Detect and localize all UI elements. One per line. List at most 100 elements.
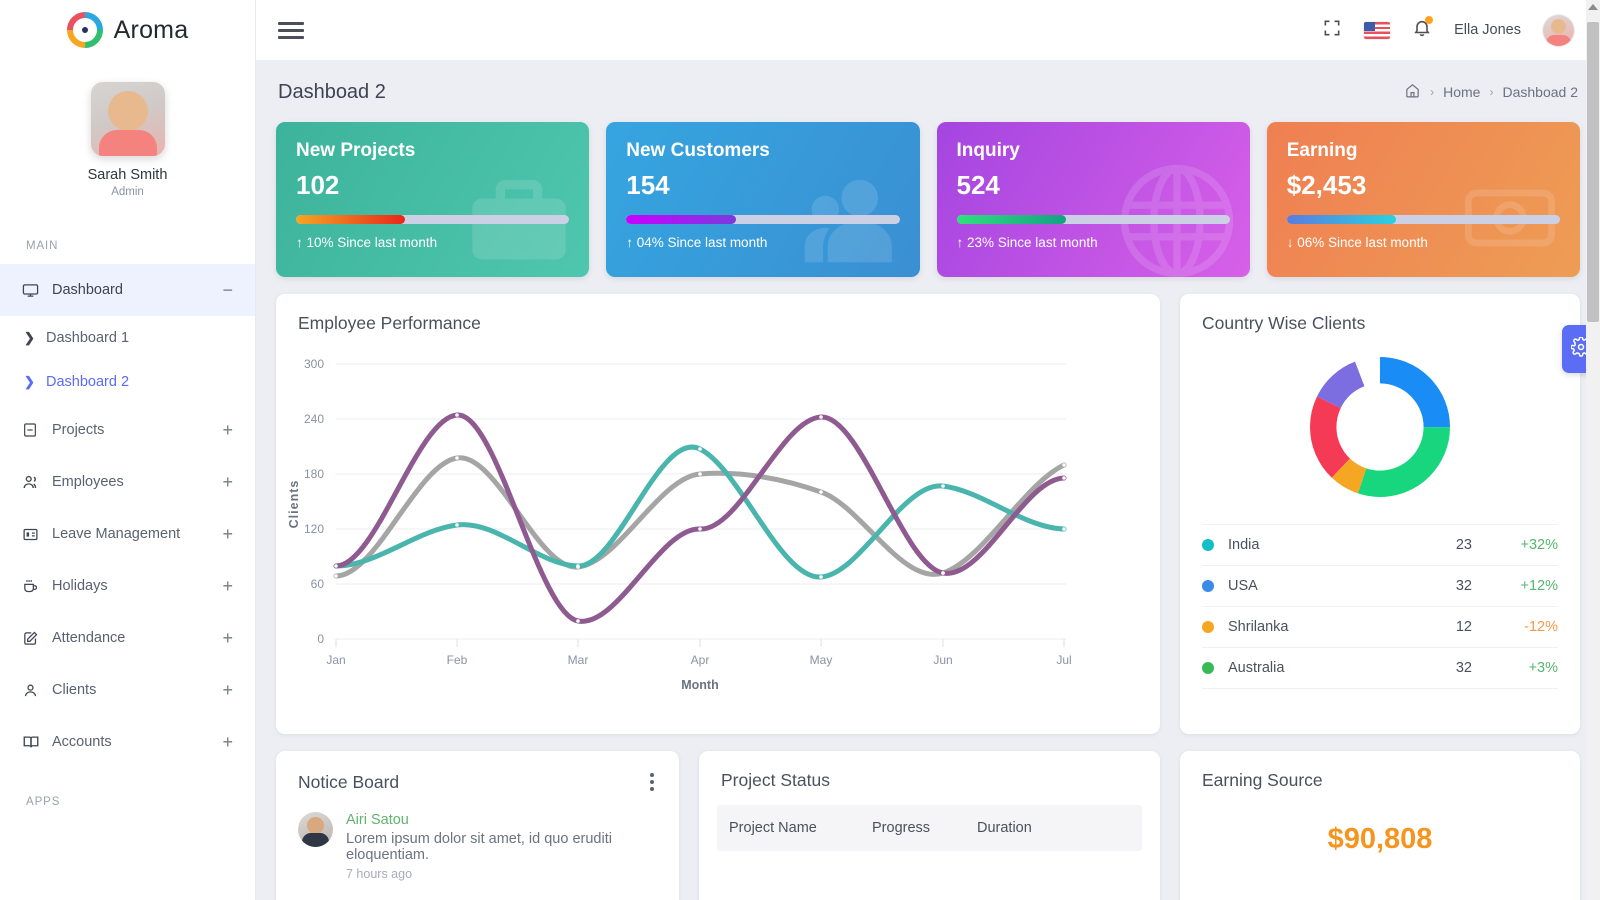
stat-title: Inquiry bbox=[956, 140, 1020, 161]
svg-text:60: 60 bbox=[311, 577, 325, 591]
country-value: 12 bbox=[1455, 619, 1472, 635]
stat-change: ↑ 04% Since last month bbox=[626, 235, 899, 250]
card-title: Earning Source bbox=[1202, 770, 1323, 790]
nav-section-main: MAIN bbox=[26, 240, 59, 252]
expand-toggle[interactable]: + bbox=[222, 680, 233, 700]
svg-text:Jul: Jul bbox=[1056, 653, 1071, 667]
home-icon[interactable] bbox=[1404, 82, 1421, 102]
avatar[interactable] bbox=[1543, 14, 1574, 46]
country-value: 32 bbox=[1455, 578, 1472, 594]
brand[interactable]: Aroma bbox=[0, 0, 255, 60]
stat-value: 154 bbox=[626, 170, 670, 200]
svg-text:May: May bbox=[810, 653, 833, 667]
country-change: +12% bbox=[1520, 578, 1559, 594]
employee-performance-chart: 300 240 180 120 60 0 Clients Jan Feb Mar bbox=[287, 357, 1072, 692]
country-name: Shrilanka bbox=[1228, 619, 1289, 635]
table-row[interactable]: India 23 +32% bbox=[1202, 524, 1558, 565]
hamburger-icon[interactable] bbox=[278, 18, 304, 43]
people-icon bbox=[22, 473, 44, 491]
topbar-actions: Ella Jones bbox=[1322, 14, 1574, 46]
stat-cards: New Projects 102 ↑ 10% Since last month bbox=[276, 122, 1580, 277]
collapse-toggle[interactable]: − bbox=[222, 280, 233, 300]
page-scrollbar[interactable] bbox=[1586, 0, 1600, 900]
kebab-menu-icon[interactable] bbox=[647, 770, 657, 794]
expand-toggle[interactable]: + bbox=[222, 420, 233, 440]
sidebar-item-leave-management[interactable]: Leave Management + bbox=[0, 508, 255, 560]
table-header-row: Project Name Progress Duration bbox=[717, 805, 1142, 851]
topbar-user-name[interactable]: Ella Jones bbox=[1454, 22, 1521, 38]
scroll-up-arrow-icon[interactable] bbox=[1588, 4, 1598, 10]
row-charts: Employee Performance bbox=[276, 294, 1580, 734]
sidebar-subitem-dashboard-1[interactable]: ❯ Dashboard 1 bbox=[0, 316, 255, 360]
notice-board-card: Notice Board Airi Satou Lorem ipsum dolo… bbox=[276, 751, 679, 900]
arrow-up-icon: ↑ bbox=[626, 235, 633, 250]
stat-card-new-customers[interactable]: New Customers 154 ↑ 04% Since last month bbox=[606, 122, 920, 277]
expand-toggle[interactable]: + bbox=[222, 576, 233, 596]
country-change: +32% bbox=[1520, 537, 1559, 553]
table-bottom-border bbox=[1202, 688, 1558, 689]
breadcrumb-separator: › bbox=[1489, 85, 1494, 99]
topbar: Ella Jones bbox=[256, 0, 1600, 60]
card-title: Employee Performance bbox=[298, 313, 481, 333]
project-status-card: Project Status Project Name Progress Dur… bbox=[699, 751, 1160, 900]
sidebar-item-label: Dashboard bbox=[52, 282, 123, 298]
svg-text:Month: Month bbox=[681, 678, 718, 692]
sidebar-item-projects[interactable]: Projects + bbox=[0, 404, 255, 456]
table-row[interactable]: Australia 32 +3% bbox=[1202, 647, 1558, 688]
breadcrumb-home[interactable]: Home bbox=[1443, 84, 1481, 100]
avatar bbox=[298, 812, 333, 847]
sidebar-item-label: Leave Management bbox=[52, 526, 181, 542]
fullscreen-icon[interactable] bbox=[1322, 18, 1342, 43]
country-change: -12% bbox=[1524, 619, 1558, 635]
column-header: Duration bbox=[977, 820, 1032, 836]
stat-title: New Projects bbox=[296, 140, 416, 161]
stat-change-text: 23% Since last month bbox=[967, 235, 1098, 250]
page-title: Dashboad 2 bbox=[278, 80, 386, 103]
person-icon bbox=[22, 682, 44, 699]
scrollbar-thumb[interactable] bbox=[1587, 22, 1599, 322]
expand-toggle[interactable]: + bbox=[222, 524, 233, 544]
bell-icon[interactable] bbox=[1412, 16, 1434, 43]
notification-dot bbox=[1425, 16, 1434, 24]
sidebar-subitem-dashboard-2[interactable]: ❯ Dashboard 2 bbox=[0, 360, 255, 404]
sidebar-item-accounts[interactable]: Accounts + bbox=[0, 716, 255, 768]
expand-toggle[interactable]: + bbox=[222, 628, 233, 648]
country-name: USA bbox=[1228, 578, 1258, 594]
sidebar-item-attendance[interactable]: Attendance + bbox=[0, 612, 255, 664]
expand-toggle[interactable]: + bbox=[222, 472, 233, 492]
list-item[interactable]: Airi Satou Lorem ipsum dolor sit amet, i… bbox=[276, 794, 679, 881]
sidebar-item-holidays[interactable]: Holidays + bbox=[0, 560, 255, 612]
usa-flag-icon[interactable] bbox=[1364, 21, 1391, 39]
stat-change-text: 04% Since last month bbox=[636, 235, 768, 250]
chevron-right-icon: ❯ bbox=[24, 374, 35, 389]
card-title: Project Status bbox=[721, 770, 830, 790]
expand-toggle[interactable]: + bbox=[222, 732, 233, 752]
arrow-up-icon: ↑ bbox=[956, 235, 964, 250]
country-value: 32 bbox=[1455, 660, 1472, 676]
open-book-icon bbox=[22, 733, 44, 751]
legend-color-dot bbox=[1202, 662, 1214, 674]
profile-avatar bbox=[90, 82, 165, 156]
stat-card-earning[interactable]: Earning $2,453 ↓ 06% Since last month bbox=[1266, 122, 1580, 277]
coffee-icon bbox=[22, 578, 44, 595]
stat-card-new-projects[interactable]: New Projects 102 ↑ 10% Since last month bbox=[276, 122, 590, 277]
sidebar-item-label: Clients bbox=[52, 682, 97, 698]
earning-source-card: Earning Source $90,808 bbox=[1180, 751, 1580, 900]
country-legend-table: India 23 +32% USA 32 +12% Shrilank bbox=[1202, 524, 1558, 689]
country-name: India bbox=[1228, 537, 1260, 553]
stat-card-inquiry[interactable]: Inquiry 524 ↑ 23% Since last month bbox=[936, 122, 1250, 277]
sidebar-item-dashboard[interactable]: Dashboard − bbox=[0, 264, 255, 316]
table-row[interactable]: Shrilanka 12 -12% bbox=[1202, 606, 1558, 647]
country-wise-clients-card: Country Wise Clients bbox=[1180, 294, 1580, 734]
table-row[interactable]: USA 32 +12% bbox=[1202, 565, 1558, 606]
brand-name: Aroma bbox=[113, 15, 189, 44]
sidebar-item-clients[interactable]: Clients + bbox=[0, 664, 255, 716]
notice-time: 7 hours ago bbox=[346, 867, 413, 881]
country-donut-chart bbox=[1310, 357, 1450, 497]
project-status-table: Project Name Progress Duration bbox=[717, 805, 1142, 851]
stat-change-text: 10% Since last month bbox=[306, 235, 438, 250]
stat-value: 524 bbox=[956, 170, 1000, 200]
stat-progress-bar bbox=[296, 215, 570, 224]
stat-change: ↑ 10% Since last month bbox=[296, 235, 569, 250]
sidebar-item-employees[interactable]: Employees + bbox=[0, 456, 255, 508]
